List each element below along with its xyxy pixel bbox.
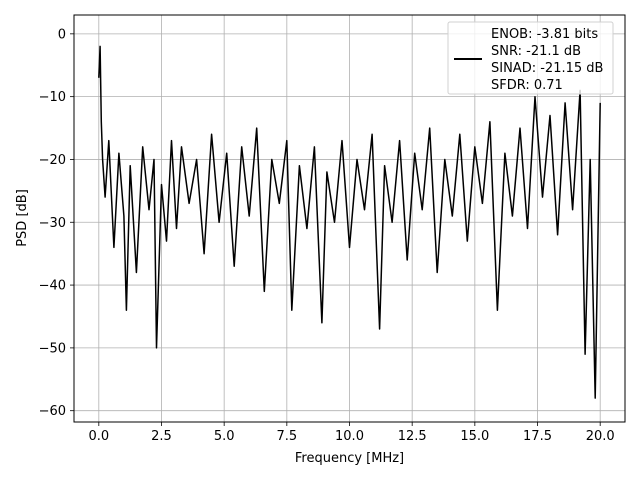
x-tick-label: 5.0 [214,429,235,444]
x-tick-label: 12.5 [398,429,427,444]
ticks-group: 0.0 2.5 5.0 7.5 10.0 12.5 15.0 17.5 20.0 0 −10 −20 −… [39,27,615,444]
legend: ENOB: -3.81 bits SNR: -21.1 dB SINAD: -2… [447,21,614,95]
y-tick-label: −50 [39,341,66,356]
x-tick-label: 2.5 [151,429,172,444]
x-tick-label: 20.0 [586,429,615,444]
y-tick-label: −60 [39,404,66,419]
y-tick-label: −40 [39,279,66,294]
x-tick-label: 0.0 [88,429,109,444]
y-tick-label: −30 [39,216,66,231]
y-tick-label: −20 [39,153,66,168]
legend-box [447,21,614,95]
psd-series-line [98,45,601,399]
x-axis-label: Frequency [MHz] [295,451,404,466]
y-axis-label: PSD [dB] [15,189,30,247]
x-tick-label: 17.5 [523,429,552,444]
legend-sfdr: SFDR: 0.71 [491,78,563,93]
legend-snr: SNR: -21.1 dB [491,44,581,59]
plot-frame [73,14,626,423]
y-tick-label: −10 [39,90,66,105]
x-tick-label: 10.0 [335,429,364,444]
legend-enob: ENOB: -3.81 bits [491,27,598,42]
legend-sinad: SINAD: -21.15 dB [491,61,603,76]
y-tick-label: 0 [58,27,66,42]
x-tick-label: 15.0 [460,429,489,444]
x-tick-label: 7.5 [276,429,297,444]
series-group [98,45,601,399]
